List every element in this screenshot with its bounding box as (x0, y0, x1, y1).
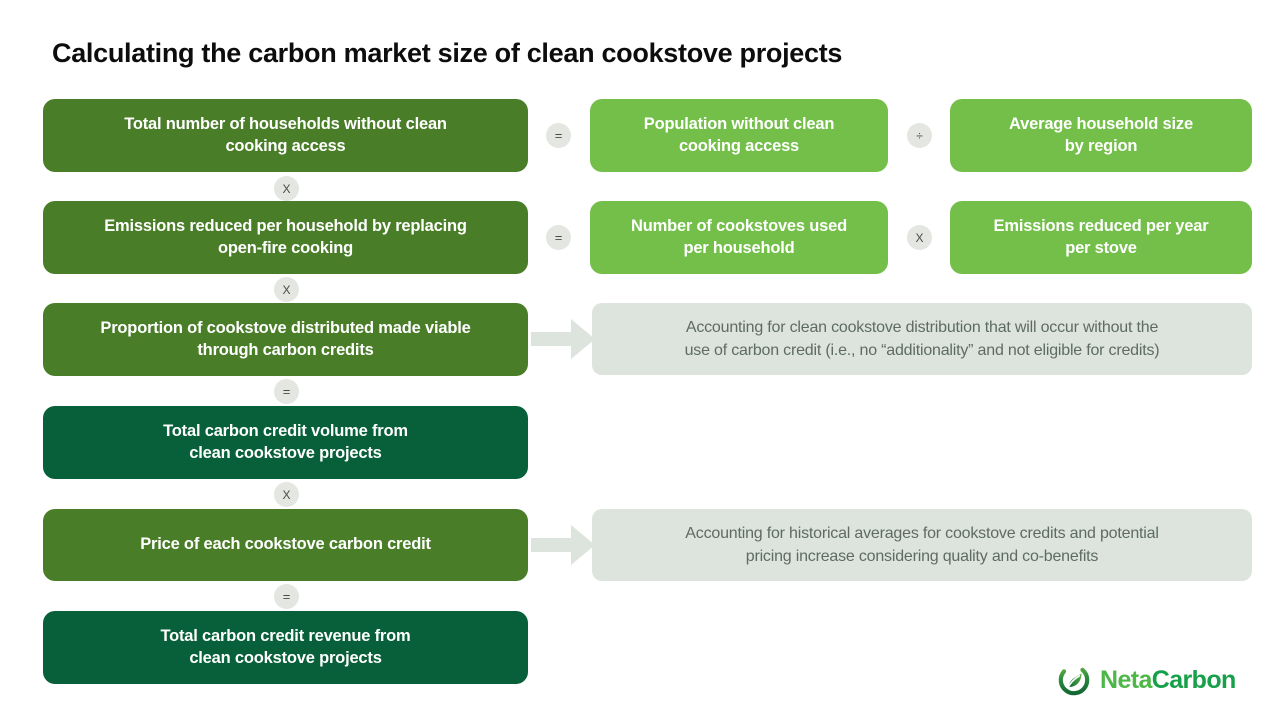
box-emissions-reduced-per-household: Emissions reduced per household by repla… (43, 201, 528, 274)
box-line-2: cooking access (225, 136, 346, 155)
box-line-2: by region (1064, 136, 1138, 155)
connector-equals-2: = (274, 584, 299, 609)
note-pricing: Accounting for historical averages for c… (592, 509, 1252, 581)
operator-multiply-row2: X (907, 225, 932, 250)
box-line-2: clean cookstove projects (189, 648, 382, 667)
brand-name: NetaCarbon (1100, 666, 1236, 695)
brand-logo: NetaCarbon (1057, 663, 1236, 697)
note-line-2: pricing increase considering quality and… (745, 548, 1099, 565)
box-line-2: per household (683, 238, 795, 257)
box-cookstoves-per-household: Number of cookstoves used per household (590, 201, 888, 274)
brand-name-part1: Neta (1100, 665, 1152, 694)
box-line-1: Proportion of cookstove distributed made… (100, 319, 471, 338)
box-line-1: Total carbon credit revenue from (160, 627, 411, 646)
box-line-1: Average household size (1009, 115, 1193, 134)
box-average-household-size: Average household size by region (950, 99, 1252, 172)
box-emissions-per-year-per-stove: Emissions reduced per year per stove (950, 201, 1252, 274)
connector-multiply-3: X (274, 482, 299, 507)
box-line-2: cooking access (678, 136, 800, 155)
box-total-households: Total number of households without clean… (43, 99, 528, 172)
note-line-2: use of carbon credit (i.e., no “addition… (684, 342, 1160, 359)
arrow-to-note-pricing (531, 525, 595, 565)
brand-name-part2: Carbon (1151, 665, 1237, 694)
box-line-1: Emissions reduced per household by repla… (104, 217, 467, 236)
operator-equals-row2: = (546, 225, 571, 250)
box-line-2: clean cookstove projects (189, 443, 382, 462)
box-price-per-carbon-credit: Price of each cookstove carbon credit (43, 509, 528, 581)
connector-multiply-1: X (274, 176, 299, 201)
note-line-1: Accounting for clean cookstove distribut… (685, 318, 1159, 336)
box-population-without-access: Population without clean cooking access (590, 99, 888, 172)
connector-equals-1: = (274, 379, 299, 404)
box-line-1: Total number of households without clean (124, 115, 447, 134)
operator-divide-row1: ÷ (907, 123, 932, 148)
note-line-1: Accounting for historical averages for c… (685, 524, 1159, 542)
box-line-1: Number of cookstoves used (631, 217, 847, 236)
box-line-2: open-fire cooking (217, 238, 353, 257)
box-line-2: per stove (1065, 238, 1137, 257)
box-line-1: Price of each cookstove carbon credit (140, 535, 431, 554)
arrow-to-note-additionality (531, 319, 595, 359)
box-proportion-viable-through-credits: Proportion of cookstove distributed made… (43, 303, 528, 376)
netacarbon-leaf-icon (1058, 664, 1090, 696)
box-total-carbon-credit-volume: Total carbon credit volume from clean co… (43, 406, 528, 479)
box-line-1: Total carbon credit volume from (163, 422, 408, 441)
box-line-2: through carbon credits (197, 340, 374, 359)
connector-multiply-2: X (274, 277, 299, 302)
note-additionality: Accounting for clean cookstove distribut… (592, 303, 1252, 375)
box-line-1: Emissions reduced per year (993, 217, 1209, 236)
operator-equals-row1: = (546, 123, 571, 148)
page-title: Calculating the carbon market size of cl… (52, 38, 843, 68)
box-line-1: Population without clean (643, 115, 835, 134)
box-total-carbon-credit-revenue: Total carbon credit revenue from clean c… (43, 611, 528, 684)
